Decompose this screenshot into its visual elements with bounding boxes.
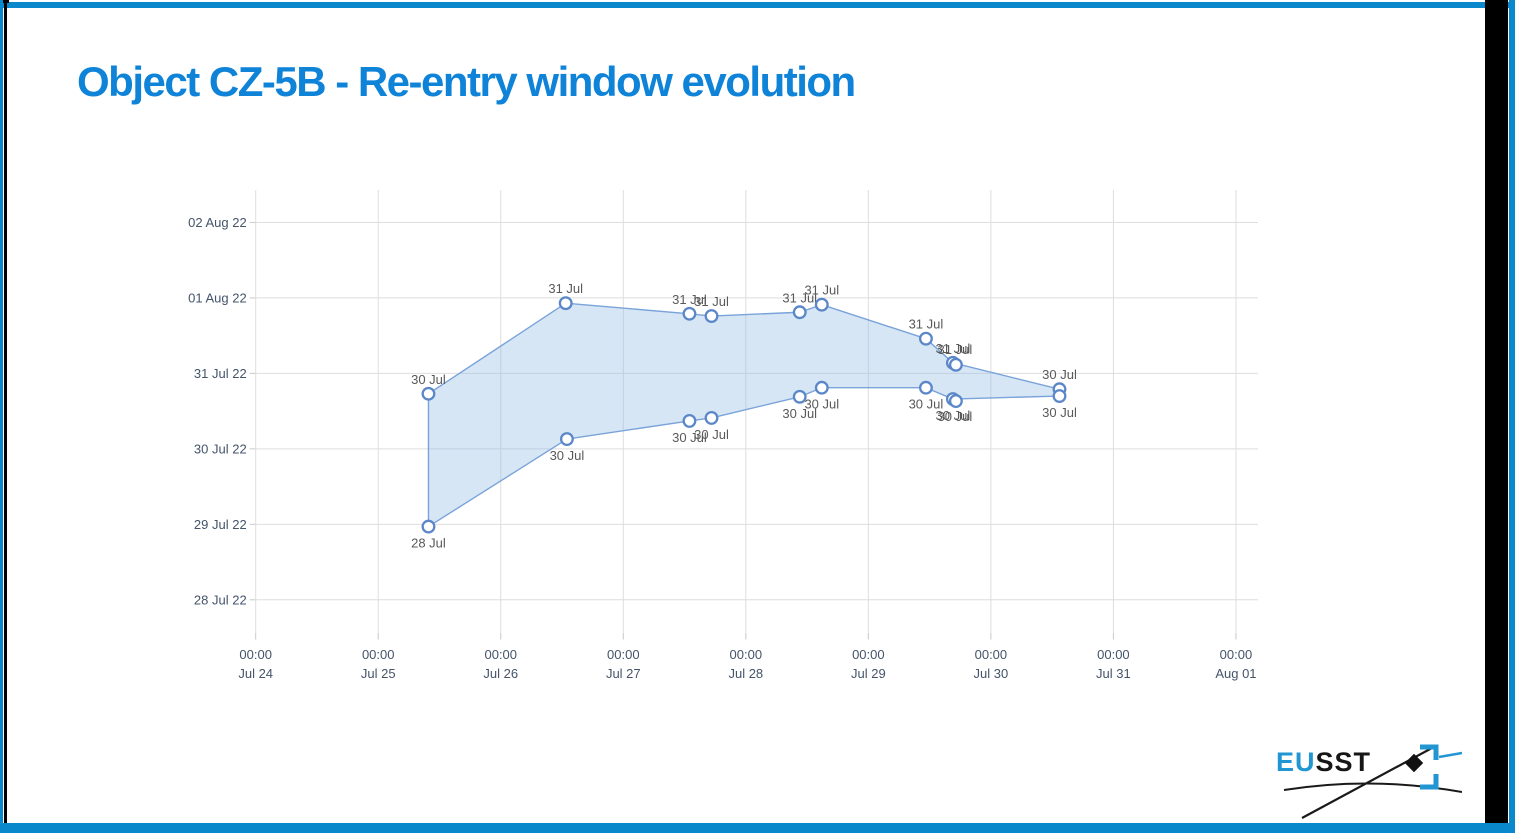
data-point-label: 30 Jul [938,409,973,424]
data-point-marker [816,382,828,394]
y-axis-label: 30 Jul 22 [194,441,247,456]
data-point-marker [920,382,932,394]
x-axis-label-time: 00:00 [730,647,763,662]
logo-blue-dash [1439,753,1462,757]
y-axis-label: 29 Jul 22 [194,517,247,532]
x-axis-label-time: 00:00 [362,647,395,662]
y-axis-label: 01 Aug 22 [188,290,247,305]
x-axis-label-time: 00:00 [1097,647,1130,662]
x-axis-label-time: 00:00 [484,647,517,662]
y-axis-label: 02 Aug 22 [188,215,247,230]
data-point-label: 31 Jul [804,283,839,298]
x-axis-label-date: Jul 28 [728,666,763,681]
data-point-marker [920,333,932,345]
data-point-marker [1054,390,1066,402]
x-axis-label-date: Jul 26 [483,666,518,681]
x-axis-label-date: Jul 31 [1096,666,1131,681]
x-axis-label-date: Aug 01 [1215,666,1256,681]
data-point-marker [706,310,718,322]
data-point-label: 30 Jul [694,427,729,442]
x-axis-label-date: Jul 30 [974,666,1009,681]
data-point-marker [561,433,573,445]
data-point-label: 31 Jul [909,317,944,332]
data-point-label: 30 Jul [1042,367,1077,382]
x-axis-label-date: Jul 29 [851,666,886,681]
y-axis-label: 28 Jul 22 [194,592,247,607]
logo-bracket-bottom [1420,774,1436,787]
x-axis-label-date: Jul 24 [238,666,273,681]
data-point-label: 28 Jul [411,536,446,551]
x-axis-label-time: 00:00 [1220,647,1253,662]
x-axis-label-time: 00:00 [607,647,640,662]
x-axis-label-time: 00:00 [239,647,272,662]
data-point-label: 31 Jul [938,342,973,357]
data-point-marker [423,521,435,533]
data-point-label: 31 Jul [548,281,583,296]
data-point-label: 30 Jul [411,372,446,387]
data-point-marker [560,297,572,309]
logo-diamond-icon [1405,754,1423,772]
data-point-marker [794,306,806,318]
data-point-label: 30 Jul [550,448,585,463]
y-axis-label: 31 Jul 22 [194,366,247,381]
data-point-marker [706,412,718,424]
x-axis-label-time: 00:00 [852,647,885,662]
x-axis-label-time: 00:00 [975,647,1008,662]
data-point-marker [950,395,962,407]
data-point-marker [684,415,696,427]
data-point-label: 31 Jul [694,294,729,309]
logo-text: EUSST [1276,747,1371,777]
data-point-marker [423,388,435,400]
data-point-label: 30 Jul [1042,405,1077,420]
data-point-marker [684,308,696,320]
x-axis-label-date: Jul 25 [361,666,396,681]
data-point-marker [816,299,828,311]
x-axis-label-date: Jul 27 [606,666,641,681]
data-point-label: 30 Jul [804,397,839,412]
data-point-marker [950,359,962,371]
eusst-logo: EUSST [1262,738,1462,830]
